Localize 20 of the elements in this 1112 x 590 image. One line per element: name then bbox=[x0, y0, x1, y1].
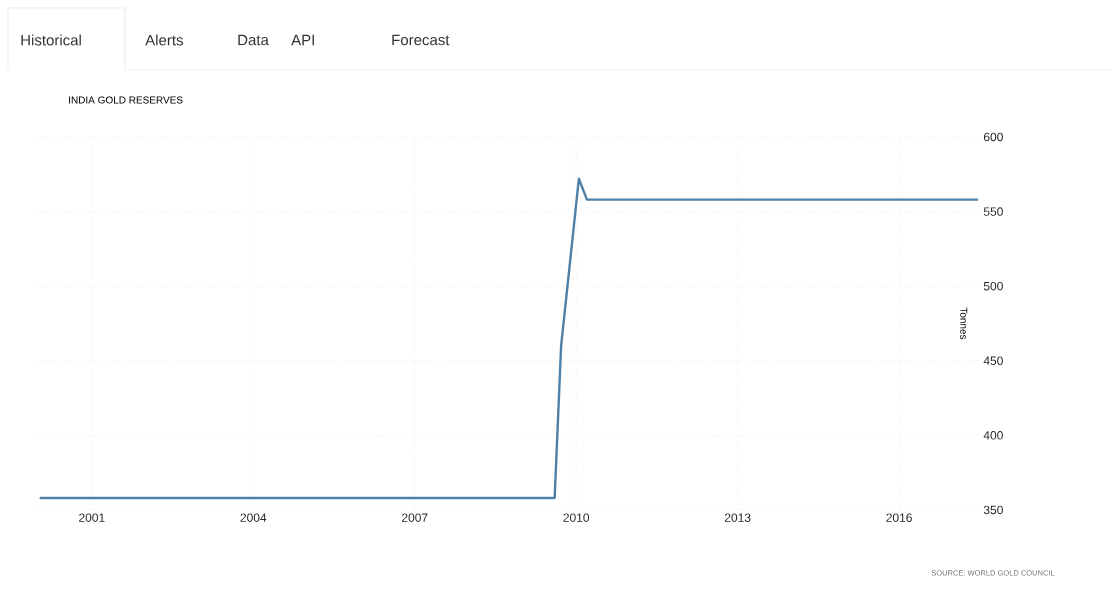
text: Historical bbox=[21, 34, 81, 46]
y-tick-label: 400 bbox=[983, 431, 1003, 440]
y-tick-label: 500 bbox=[983, 281, 1003, 291]
text: Data bbox=[238, 34, 269, 46]
y-tick-label: 350 bbox=[983, 505, 1003, 515]
line-series bbox=[39, 177, 979, 500]
x-tick-label: 2001 bbox=[79, 513, 105, 522]
x-tick-label: 2016 bbox=[886, 513, 912, 522]
y-tick-label: 450 bbox=[983, 356, 1003, 366]
x-tick-label: 2010 bbox=[563, 513, 590, 522]
y-tick-label: 550 bbox=[983, 207, 1003, 216]
x-tick-label: 2004 bbox=[240, 513, 267, 522]
chart-title: INDIA GOLD RESERVES bbox=[69, 96, 183, 104]
x-tick-label: 2013 bbox=[724, 513, 751, 522]
text: Alerts bbox=[145, 34, 183, 46]
text: API bbox=[291, 34, 314, 46]
x-tick-label: 2007 bbox=[401, 513, 428, 522]
y-axis-title: Tonnes bbox=[960, 307, 968, 340]
text: Forecast bbox=[392, 34, 450, 46]
y-tick-label: 600 bbox=[983, 132, 1003, 142]
